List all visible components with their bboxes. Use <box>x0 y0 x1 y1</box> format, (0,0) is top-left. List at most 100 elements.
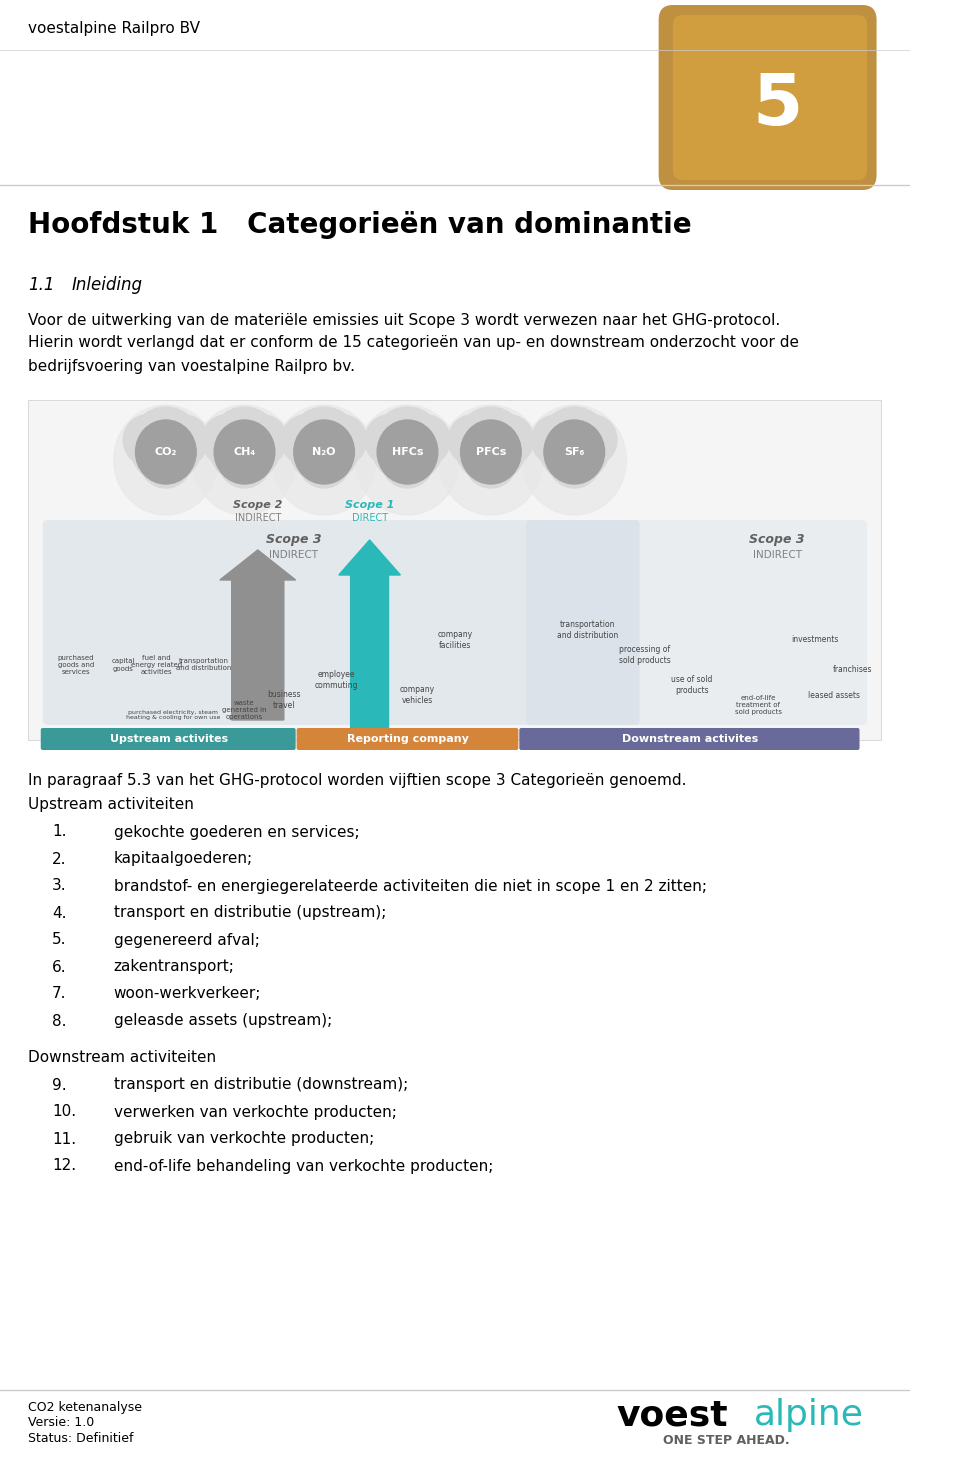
Text: CH₄: CH₄ <box>233 447 255 457</box>
Text: transport en distributie (upstream);: transport en distributie (upstream); <box>113 906 386 920</box>
Circle shape <box>288 408 360 484</box>
Circle shape <box>214 419 275 484</box>
Text: CO2 ketenanalyse: CO2 ketenanalyse <box>29 1401 142 1414</box>
FancyBboxPatch shape <box>526 520 867 725</box>
Text: gebruik van verkochte producten;: gebruik van verkochte producten; <box>113 1131 374 1147</box>
Circle shape <box>192 405 297 514</box>
Text: use of sold
products: use of sold products <box>671 675 712 694</box>
Text: investments: investments <box>791 636 839 644</box>
Text: geleasde assets (upstream);: geleasde assets (upstream); <box>113 1014 332 1029</box>
Text: 4.: 4. <box>52 906 66 920</box>
Circle shape <box>208 408 280 484</box>
Circle shape <box>355 405 460 514</box>
Circle shape <box>294 419 354 484</box>
Text: capital
goods: capital goods <box>111 659 135 672</box>
Circle shape <box>455 408 527 484</box>
Text: fuel and
energy related
activities: fuel and energy related activities <box>131 655 182 675</box>
Circle shape <box>281 415 329 465</box>
Circle shape <box>123 415 171 465</box>
Text: Scope 1: Scope 1 <box>345 500 395 510</box>
Circle shape <box>130 408 202 484</box>
Text: 1.: 1. <box>52 824 66 840</box>
Text: Upstream activites: Upstream activites <box>109 733 228 744</box>
Text: company
facilities: company facilities <box>438 630 472 650</box>
Text: PFCs: PFCs <box>476 447 506 457</box>
Text: HFCs: HFCs <box>392 447 423 457</box>
Text: Upstream activiteiten: Upstream activiteiten <box>29 798 194 812</box>
Text: employee
commuting: employee commuting <box>315 671 358 690</box>
Text: Scope 3: Scope 3 <box>749 533 804 546</box>
Text: business
travel: business travel <box>268 690 301 710</box>
Circle shape <box>298 432 350 488</box>
Text: 5: 5 <box>752 70 803 139</box>
Text: kapitaalgoederen;: kapitaalgoederen; <box>113 852 252 866</box>
Text: company
vehicles: company vehicles <box>399 685 435 704</box>
Text: INDIRECT: INDIRECT <box>753 549 802 560</box>
Text: DIRECT: DIRECT <box>351 513 388 523</box>
Text: 7.: 7. <box>52 986 66 1001</box>
Circle shape <box>381 432 434 488</box>
Text: woon-werkverkeer;: woon-werkverkeer; <box>113 986 261 1001</box>
FancyBboxPatch shape <box>519 728 859 749</box>
Circle shape <box>320 415 367 465</box>
Text: INDIRECT: INDIRECT <box>234 513 281 523</box>
Text: N₂O: N₂O <box>312 447 336 457</box>
Text: waste
generated in
operations: waste generated in operations <box>222 700 267 720</box>
Text: 1.1: 1.1 <box>29 276 55 294</box>
Text: 2.: 2. <box>52 852 66 866</box>
Text: Hierin wordt verlangd dat er conform de 15 categorieën van up- en downstream ond: Hierin wordt verlangd dat er conform de … <box>29 336 800 351</box>
Text: transportation
and distribution: transportation and distribution <box>557 621 618 640</box>
Circle shape <box>448 415 495 465</box>
Text: INDIRECT: INDIRECT <box>269 549 319 560</box>
Text: 5.: 5. <box>52 932 66 948</box>
Circle shape <box>202 415 250 465</box>
Text: Inleiding: Inleiding <box>71 276 142 294</box>
FancyArrow shape <box>339 541 400 730</box>
Text: processing of
sold products: processing of sold products <box>618 646 670 665</box>
Circle shape <box>377 419 438 484</box>
Text: voest: voest <box>616 1398 728 1432</box>
Text: Reporting company: Reporting company <box>347 733 468 744</box>
Text: 6.: 6. <box>52 960 67 974</box>
Text: SF₆: SF₆ <box>564 447 585 457</box>
Text: leased assets: leased assets <box>808 691 860 700</box>
Text: alpine: alpine <box>754 1398 863 1432</box>
Circle shape <box>161 415 208 465</box>
FancyBboxPatch shape <box>40 728 296 749</box>
Text: Downstream activiteiten: Downstream activiteiten <box>29 1050 217 1065</box>
Text: Downstream activites: Downstream activites <box>622 733 758 744</box>
Text: CO₂: CO₂ <box>155 447 177 457</box>
Circle shape <box>461 419 521 484</box>
Circle shape <box>539 408 611 484</box>
Circle shape <box>372 408 444 484</box>
Circle shape <box>465 432 517 488</box>
Text: Scope 2: Scope 2 <box>233 500 282 510</box>
Text: purchased
goods and
services: purchased goods and services <box>58 655 94 675</box>
FancyBboxPatch shape <box>29 400 881 741</box>
FancyBboxPatch shape <box>297 728 518 749</box>
Text: brandstof- en energiegerelateerde activiteiten die niet in scope 1 en 2 zitten;: brandstof- en energiegerelateerde activi… <box>113 878 707 894</box>
Text: verwerken van verkochte producten;: verwerken van verkochte producten; <box>113 1105 396 1119</box>
FancyBboxPatch shape <box>659 4 876 190</box>
Text: transport en distributie (downstream);: transport en distributie (downstream); <box>113 1078 408 1093</box>
Circle shape <box>569 415 617 465</box>
Text: bedrijfsvoering van voestalpine Railpro bv.: bedrijfsvoering van voestalpine Railpro … <box>29 358 355 374</box>
Text: 3.: 3. <box>52 878 67 894</box>
Text: 9.: 9. <box>52 1078 67 1093</box>
Text: Versie: 1.0: Versie: 1.0 <box>29 1417 95 1429</box>
Text: end-of-life
treatment of
sold products: end-of-life treatment of sold products <box>734 695 781 714</box>
Text: zakentransport;: zakentransport; <box>113 960 234 974</box>
Text: transportation
and distribution: transportation and distribution <box>176 659 231 672</box>
Text: gegenereerd afval;: gegenereerd afval; <box>113 932 259 948</box>
FancyArrow shape <box>220 549 296 720</box>
Circle shape <box>532 415 579 465</box>
Circle shape <box>113 405 218 514</box>
Circle shape <box>548 432 601 488</box>
Circle shape <box>522 405 627 514</box>
Text: In paragraaf 5.3 van het GHG-protocol worden vijftien scope 3 Categorieën genoem: In paragraaf 5.3 van het GHG-protocol wo… <box>29 773 687 787</box>
Text: Hoofdstuk 1   Categorieën van dominantie: Hoofdstuk 1 Categorieën van dominantie <box>29 210 692 240</box>
Circle shape <box>544 419 605 484</box>
FancyBboxPatch shape <box>673 15 867 180</box>
Circle shape <box>135 419 196 484</box>
Text: 12.: 12. <box>52 1159 76 1173</box>
